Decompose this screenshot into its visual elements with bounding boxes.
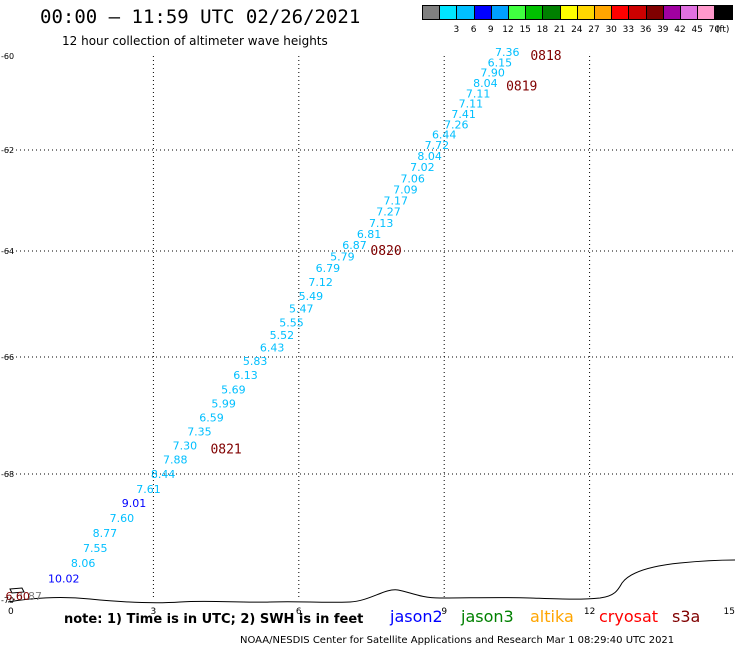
coast-islet — [9, 587, 25, 594]
wave-height-value: 5.83 — [243, 355, 268, 368]
legend-tick-label: 42 — [674, 25, 686, 35]
wave-height-value: 8.44 — [151, 468, 176, 481]
wave-height-value: 7.72 — [425, 139, 450, 152]
color-legend: 3 6 9 12 15 18 21 24 27 30 33 36 39 42 45 70 (ft) — [422, 5, 733, 35]
wave-height-value: 7.09 — [393, 183, 418, 196]
wave-height-value: 7.90 — [480, 67, 505, 80]
axis-ticks: 0 3 6 9 12 15 -60 -62 -64 -66 -68 -70 — [1, 52, 735, 617]
legend-tick-label: 70 — [708, 25, 721, 35]
lon-tick-label: 3 — [151, 607, 157, 617]
wave-height-value: 7.36 — [495, 46, 520, 59]
wave-height-value: 7.61 — [136, 483, 161, 496]
wave-height-value: 6.60 — [5, 590, 30, 603]
lat-tick-label: -70 — [1, 596, 14, 605]
legend-tick-label: 24 — [571, 25, 583, 35]
wave-height-value: 5.79 — [330, 251, 355, 264]
wave-height-value: 8.06 — [71, 557, 96, 570]
wave-height-value: 5.49 — [299, 290, 324, 303]
wave-height-value: 7.11 — [466, 87, 491, 100]
credit-line: NOAA/NESDIS Center for Satellite Applica… — [240, 635, 675, 646]
wave-height-value: 1.87 — [18, 590, 43, 603]
wave-height-value: 5.52 — [270, 329, 295, 342]
antarctic-coastline — [7, 559, 736, 604]
wave-height-value: 6.79 — [316, 262, 341, 275]
wave-height-value: 7.88 — [163, 453, 188, 466]
wave-height-value: 7.60 — [110, 512, 135, 525]
lon-tick-label: 6 — [296, 607, 302, 617]
wave-height-value: 7.26 — [444, 118, 469, 131]
wave-height-value: 8.04 — [417, 150, 442, 163]
wave-height-value: 6.15 — [488, 56, 513, 69]
legend-tick-label: 39 — [657, 25, 669, 35]
wave-height-value: 7.12 — [308, 276, 333, 289]
wave-height-value: 6.59 — [199, 411, 224, 424]
wave-height-value: 7.17 — [383, 195, 408, 208]
wave-height-value: 5.99 — [211, 397, 236, 410]
lat-tick-label: -64 — [1, 247, 14, 256]
legend-unit: (ft) — [715, 25, 730, 35]
legend-tick-label: 6 — [470, 25, 477, 35]
wave-height-value: 7.11 — [459, 98, 484, 111]
lon-tick-label: 12 — [584, 607, 595, 617]
wave-height-value: 8.77 — [93, 527, 118, 540]
lat-lon-grid — [8, 56, 735, 600]
map-title: 00:00 – 11:59 UTC 02/26/2021 — [40, 6, 361, 28]
wave-height-value: 6.81 — [357, 228, 382, 241]
legend-tick-label: 21 — [553, 25, 566, 35]
mission-altika: altika — [530, 607, 574, 626]
wave-height-value: 9.01 — [122, 497, 147, 510]
legend-tick-label: 18 — [536, 25, 549, 35]
lat-tick-label: -68 — [1, 470, 14, 479]
wave-height-value: 7.27 — [376, 206, 401, 219]
lon-tick-label: 0 — [8, 607, 14, 617]
pass-time-label: 0821 — [210, 442, 241, 457]
legend-tick-label: 15 — [519, 25, 531, 35]
wave-height-value: 8.04 — [473, 77, 498, 90]
legend-swatch — [714, 5, 733, 20]
wave-height-labels: 7.366.157.908.047.117.117.417.266.447.72… — [5, 46, 519, 603]
wave-height-value: 7.35 — [187, 425, 212, 438]
mission-jason3: jason3 — [461, 607, 514, 626]
wave-height-value: 5.69 — [221, 383, 246, 396]
lon-tick-label: 9 — [441, 607, 447, 617]
pass-time-label: 0819 — [506, 80, 537, 95]
legend-tick-label: 33 — [622, 25, 635, 35]
legend-tick-label: 12 — [502, 25, 514, 35]
wave-height-value: 6.13 — [233, 369, 258, 382]
wave-height-value: 6.44 — [432, 129, 457, 142]
legend-tick-label: 27 — [588, 25, 600, 35]
mission-s3a: s3a — [672, 607, 701, 626]
pass-time-label: 0818 — [530, 49, 561, 64]
wave-height-value: 7.13 — [369, 217, 394, 230]
wave-height-value: 7.30 — [173, 439, 198, 452]
lat-tick-label: -60 — [1, 52, 14, 61]
coastline — [7, 559, 736, 604]
wave-height-value: 6.43 — [260, 342, 285, 355]
legend-tick-label: 3 — [453, 25, 460, 35]
mission-jason2: jason2 — [390, 607, 443, 626]
lat-tick-label: -66 — [1, 353, 14, 362]
wave-height-value: 7.41 — [451, 108, 476, 121]
wave-height-value: 6.87 — [342, 239, 367, 252]
legend-tick-label: 45 — [691, 25, 703, 35]
wave-height-value: 7.02 — [410, 161, 435, 174]
legend-tick-label: 36 — [639, 25, 652, 35]
wave-height-value: 7.55 — [83, 542, 108, 555]
mission-cryosat: cryosat — [599, 607, 659, 626]
pass-time-labels: 0818 0819 0820 0821 — [210, 49, 561, 457]
wave-height-value: 10.02 — [48, 572, 80, 585]
wave-height-value: 7.06 — [400, 172, 425, 185]
lat-tick-label: -62 — [1, 146, 14, 155]
wave-height-value: 5.55 — [279, 316, 304, 329]
lon-tick-label: 15 — [724, 607, 735, 617]
pass-time-label: 0820 — [370, 244, 401, 259]
footer-note: note: 1) Time is in UTC; 2) SWH is in fe… — [64, 612, 364, 627]
wave-height-value: 5.47 — [289, 302, 314, 315]
map-subtitle: 12 hour collection of altimeter wave hei… — [62, 34, 328, 48]
legend-tick-label: 9 — [487, 25, 494, 35]
legend-tick-label: 30 — [605, 25, 617, 35]
